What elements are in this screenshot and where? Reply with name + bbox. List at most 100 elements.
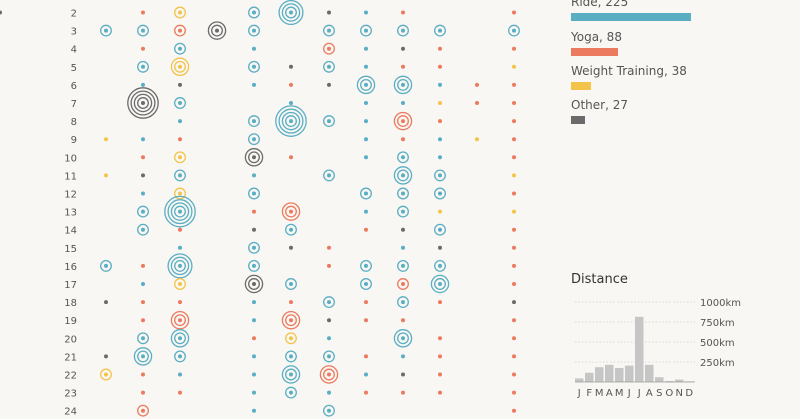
activity-dot: [434, 223, 446, 236]
activity-dot: [438, 336, 442, 341]
row-label: 11: [64, 171, 77, 182]
activity-dot: [397, 24, 409, 37]
activity-dot: [281, 310, 301, 330]
legend-item-weight-training: Weight Training, 38: [571, 64, 791, 90]
row-label: 22: [64, 371, 77, 382]
activity-dot: [137, 404, 149, 417]
activity-dot: [397, 259, 409, 272]
month-label: J: [637, 388, 641, 399]
activity-dot: [401, 101, 405, 105]
row-label: 13: [64, 208, 77, 219]
activity-dot: [252, 173, 256, 178]
activity-dot: [397, 296, 409, 309]
legend-item-other: Other, 27: [571, 98, 791, 124]
activity-dot: [360, 187, 372, 200]
activity-dot: [252, 318, 256, 323]
y-tick-label: 250km: [700, 358, 735, 369]
activity-dot: [512, 173, 516, 178]
activity-dot: [252, 372, 256, 377]
distance-bar: [615, 368, 624, 382]
month-label: O: [665, 388, 673, 399]
row-label: 20: [64, 334, 77, 345]
activity-dot: [512, 64, 516, 69]
activity-dot: [174, 42, 186, 55]
activity-dot: [252, 354, 256, 359]
activity-dot: [141, 318, 145, 323]
distance-bar: [595, 367, 604, 382]
activity-dot: [393, 329, 413, 348]
activity-dot: [508, 24, 520, 37]
legend-label-yoga: Yoga, 88: [571, 30, 622, 44]
activity-dot: [137, 24, 149, 37]
activity-dot: [100, 368, 112, 381]
activity-dot: [512, 101, 516, 105]
activity-dot: [285, 386, 297, 399]
distance-bar: [605, 364, 614, 382]
activity-dot: [438, 64, 442, 69]
activity-dot: [252, 227, 256, 232]
row-label: 14: [64, 226, 77, 237]
row-label: 5: [71, 63, 77, 74]
activity-dot: [104, 137, 108, 142]
activity-dot: [512, 227, 516, 232]
distance-bar: [655, 377, 664, 382]
activity-dot: [323, 169, 335, 182]
activity-dot: [252, 336, 256, 341]
distance-chart-title: Distance: [571, 272, 628, 287]
activity-dot: [248, 241, 260, 254]
activity-dot: [100, 24, 112, 37]
activity-dot: [327, 336, 331, 341]
activity-dot: [174, 24, 186, 37]
activity-dot: [327, 263, 331, 268]
row-label: 19: [64, 316, 77, 327]
month-label: M: [595, 388, 604, 399]
activity-dot: [364, 46, 368, 51]
row-label: 16: [64, 262, 77, 273]
y-tick-label: 750km: [700, 318, 735, 329]
activity-dot: [512, 263, 516, 268]
activity-dot: [248, 115, 260, 128]
activity-dot: [248, 24, 260, 37]
activity-dot: [127, 87, 159, 119]
activity-dot: [401, 227, 405, 232]
activity-dot: [512, 119, 516, 124]
activity-dot: [475, 101, 479, 105]
activity-dot: [137, 205, 149, 218]
activity-dot: [512, 300, 516, 305]
activity-dot: [364, 209, 368, 214]
activity-dot: [137, 60, 149, 73]
activity-dot: [178, 137, 182, 142]
row-label: 21: [64, 352, 77, 363]
activity-dot: [327, 390, 331, 395]
activity-dot: [438, 390, 442, 395]
legend-label-other: Other, 27: [571, 98, 628, 112]
distance-bar: [585, 372, 594, 382]
activity-dot: [319, 365, 339, 384]
activity-dot: [438, 354, 442, 359]
activity-dot: [364, 101, 368, 105]
activity-dot: [100, 259, 112, 272]
activity-dot: [512, 10, 516, 15]
activity-dot: [438, 119, 442, 124]
activity-dot: [512, 354, 516, 359]
row-label: 12: [64, 190, 77, 201]
activity-dot: [401, 10, 405, 15]
activity-dot: [364, 10, 368, 15]
activity-dot: [438, 209, 442, 214]
month-label: F: [586, 388, 592, 399]
activity-dot: [141, 390, 145, 395]
row-label: 8: [71, 117, 77, 128]
activity-dot: [434, 259, 446, 272]
activity-dot: [178, 245, 182, 250]
activity-dot: [174, 151, 186, 164]
month-label: A: [606, 388, 613, 399]
activity-dot: [475, 82, 479, 87]
activity-dot: [178, 390, 182, 395]
activity-dot: [244, 148, 264, 167]
row-label: 3: [71, 27, 77, 38]
activity-dot: [174, 97, 186, 109]
activity-dot: [289, 300, 293, 305]
activity-dot: [137, 332, 149, 345]
activity-dot: [512, 191, 516, 196]
